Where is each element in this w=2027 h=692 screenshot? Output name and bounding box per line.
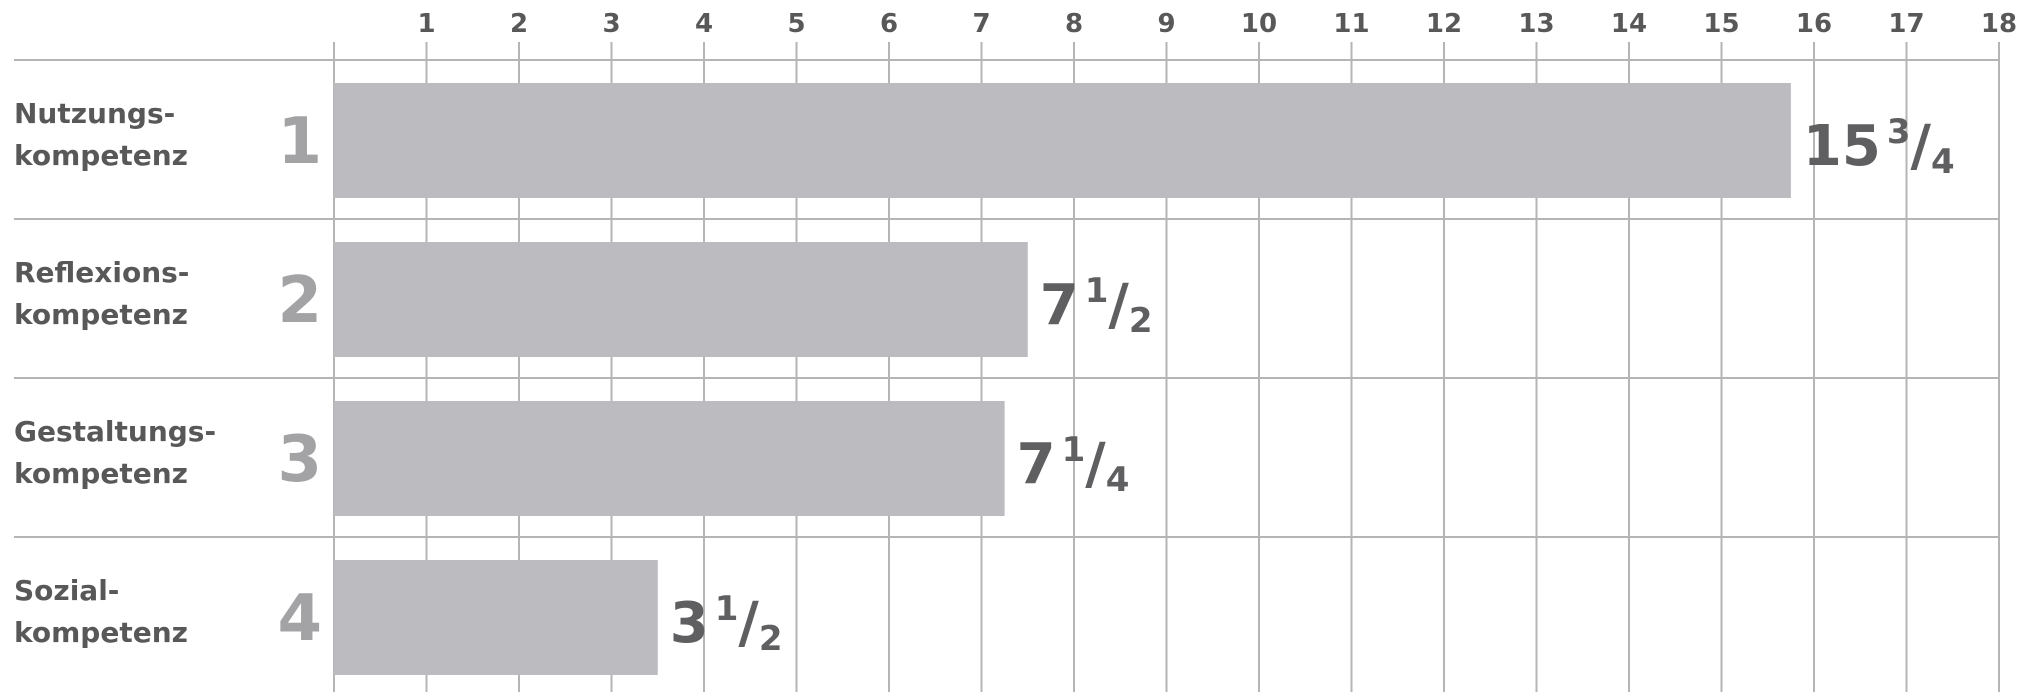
value-label: 15 3/4	[1803, 112, 1955, 182]
rank-number: 4	[277, 582, 322, 656]
bar	[334, 83, 1791, 198]
category-labels: Nutzungs-kompetenz 1 Reflexions-kompetenz 2…	[14, 97, 322, 656]
rank-number: 3	[277, 423, 322, 497]
category-label: Reflexions-kompetenz	[14, 256, 189, 331]
x-tick-label: 11	[1333, 9, 1369, 39]
x-tick-label: 12	[1426, 9, 1462, 39]
x-tick-label: 2	[510, 9, 528, 39]
x-tick-label: 18	[1981, 9, 2017, 39]
rank-number: 2	[277, 264, 322, 338]
x-tick-label: 15	[1703, 9, 1739, 39]
bar	[334, 401, 1005, 516]
x-tick-label: 14	[1611, 9, 1647, 39]
bar	[334, 560, 658, 675]
category-label: Gestaltungs-kompetenz	[14, 415, 216, 490]
x-tick-label: 1	[417, 9, 435, 39]
value-label: 7 1/4	[1017, 430, 1130, 500]
x-tick-label: 4	[695, 9, 713, 39]
x-tick-label: 13	[1518, 9, 1554, 39]
bars	[334, 83, 1791, 675]
category-label: Nutzungs-kompetenz	[14, 97, 188, 172]
x-tick-label: 3	[602, 9, 620, 39]
x-tick-label: 5	[787, 9, 805, 39]
x-tick-label: 8	[1065, 9, 1083, 39]
x-tick-label: 17	[1888, 9, 1924, 39]
x-tick-label: 16	[1796, 9, 1832, 39]
x-tick-label: 9	[1157, 9, 1175, 39]
bar	[334, 242, 1028, 357]
rank-number: 1	[277, 105, 322, 179]
x-tick-label: 7	[972, 9, 990, 39]
value-label: 3 1/2	[670, 589, 783, 659]
x-tick-label: 10	[1241, 9, 1277, 39]
row-separators	[14, 59, 2000, 538]
x-tick-label: 6	[880, 9, 898, 39]
x-axis-ticks: 1 2 3 4 5 6 7 8 9 10 11 12 13 14 15 16 17 18	[417, 9, 2017, 39]
category-label: Sozial-kompetenz	[14, 574, 188, 649]
value-label: 7 1/2	[1040, 271, 1153, 341]
value-labels: 15 3/4 7 1/2 7 1/4 3 1/2	[670, 112, 1955, 659]
